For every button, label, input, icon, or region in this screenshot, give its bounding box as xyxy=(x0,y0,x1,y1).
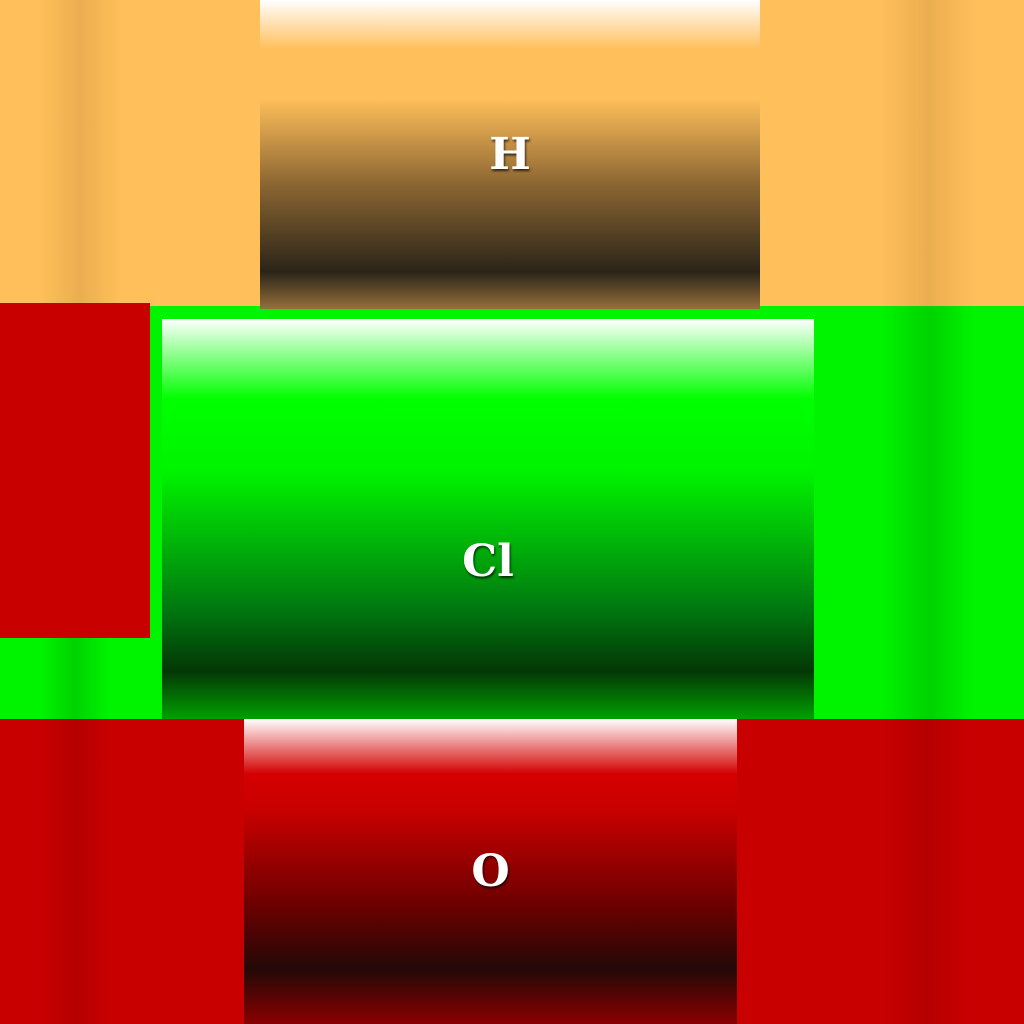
oxygen-symbol: O xyxy=(471,846,510,897)
chlorine-symbol: Cl xyxy=(462,535,514,587)
oxygen-panel: O xyxy=(244,719,737,1024)
chlorine-panel: Cl xyxy=(162,319,814,719)
hydrogen-panel: H xyxy=(260,0,760,309)
red-side-block xyxy=(0,303,150,638)
hydrogen-symbol: H xyxy=(489,129,531,180)
